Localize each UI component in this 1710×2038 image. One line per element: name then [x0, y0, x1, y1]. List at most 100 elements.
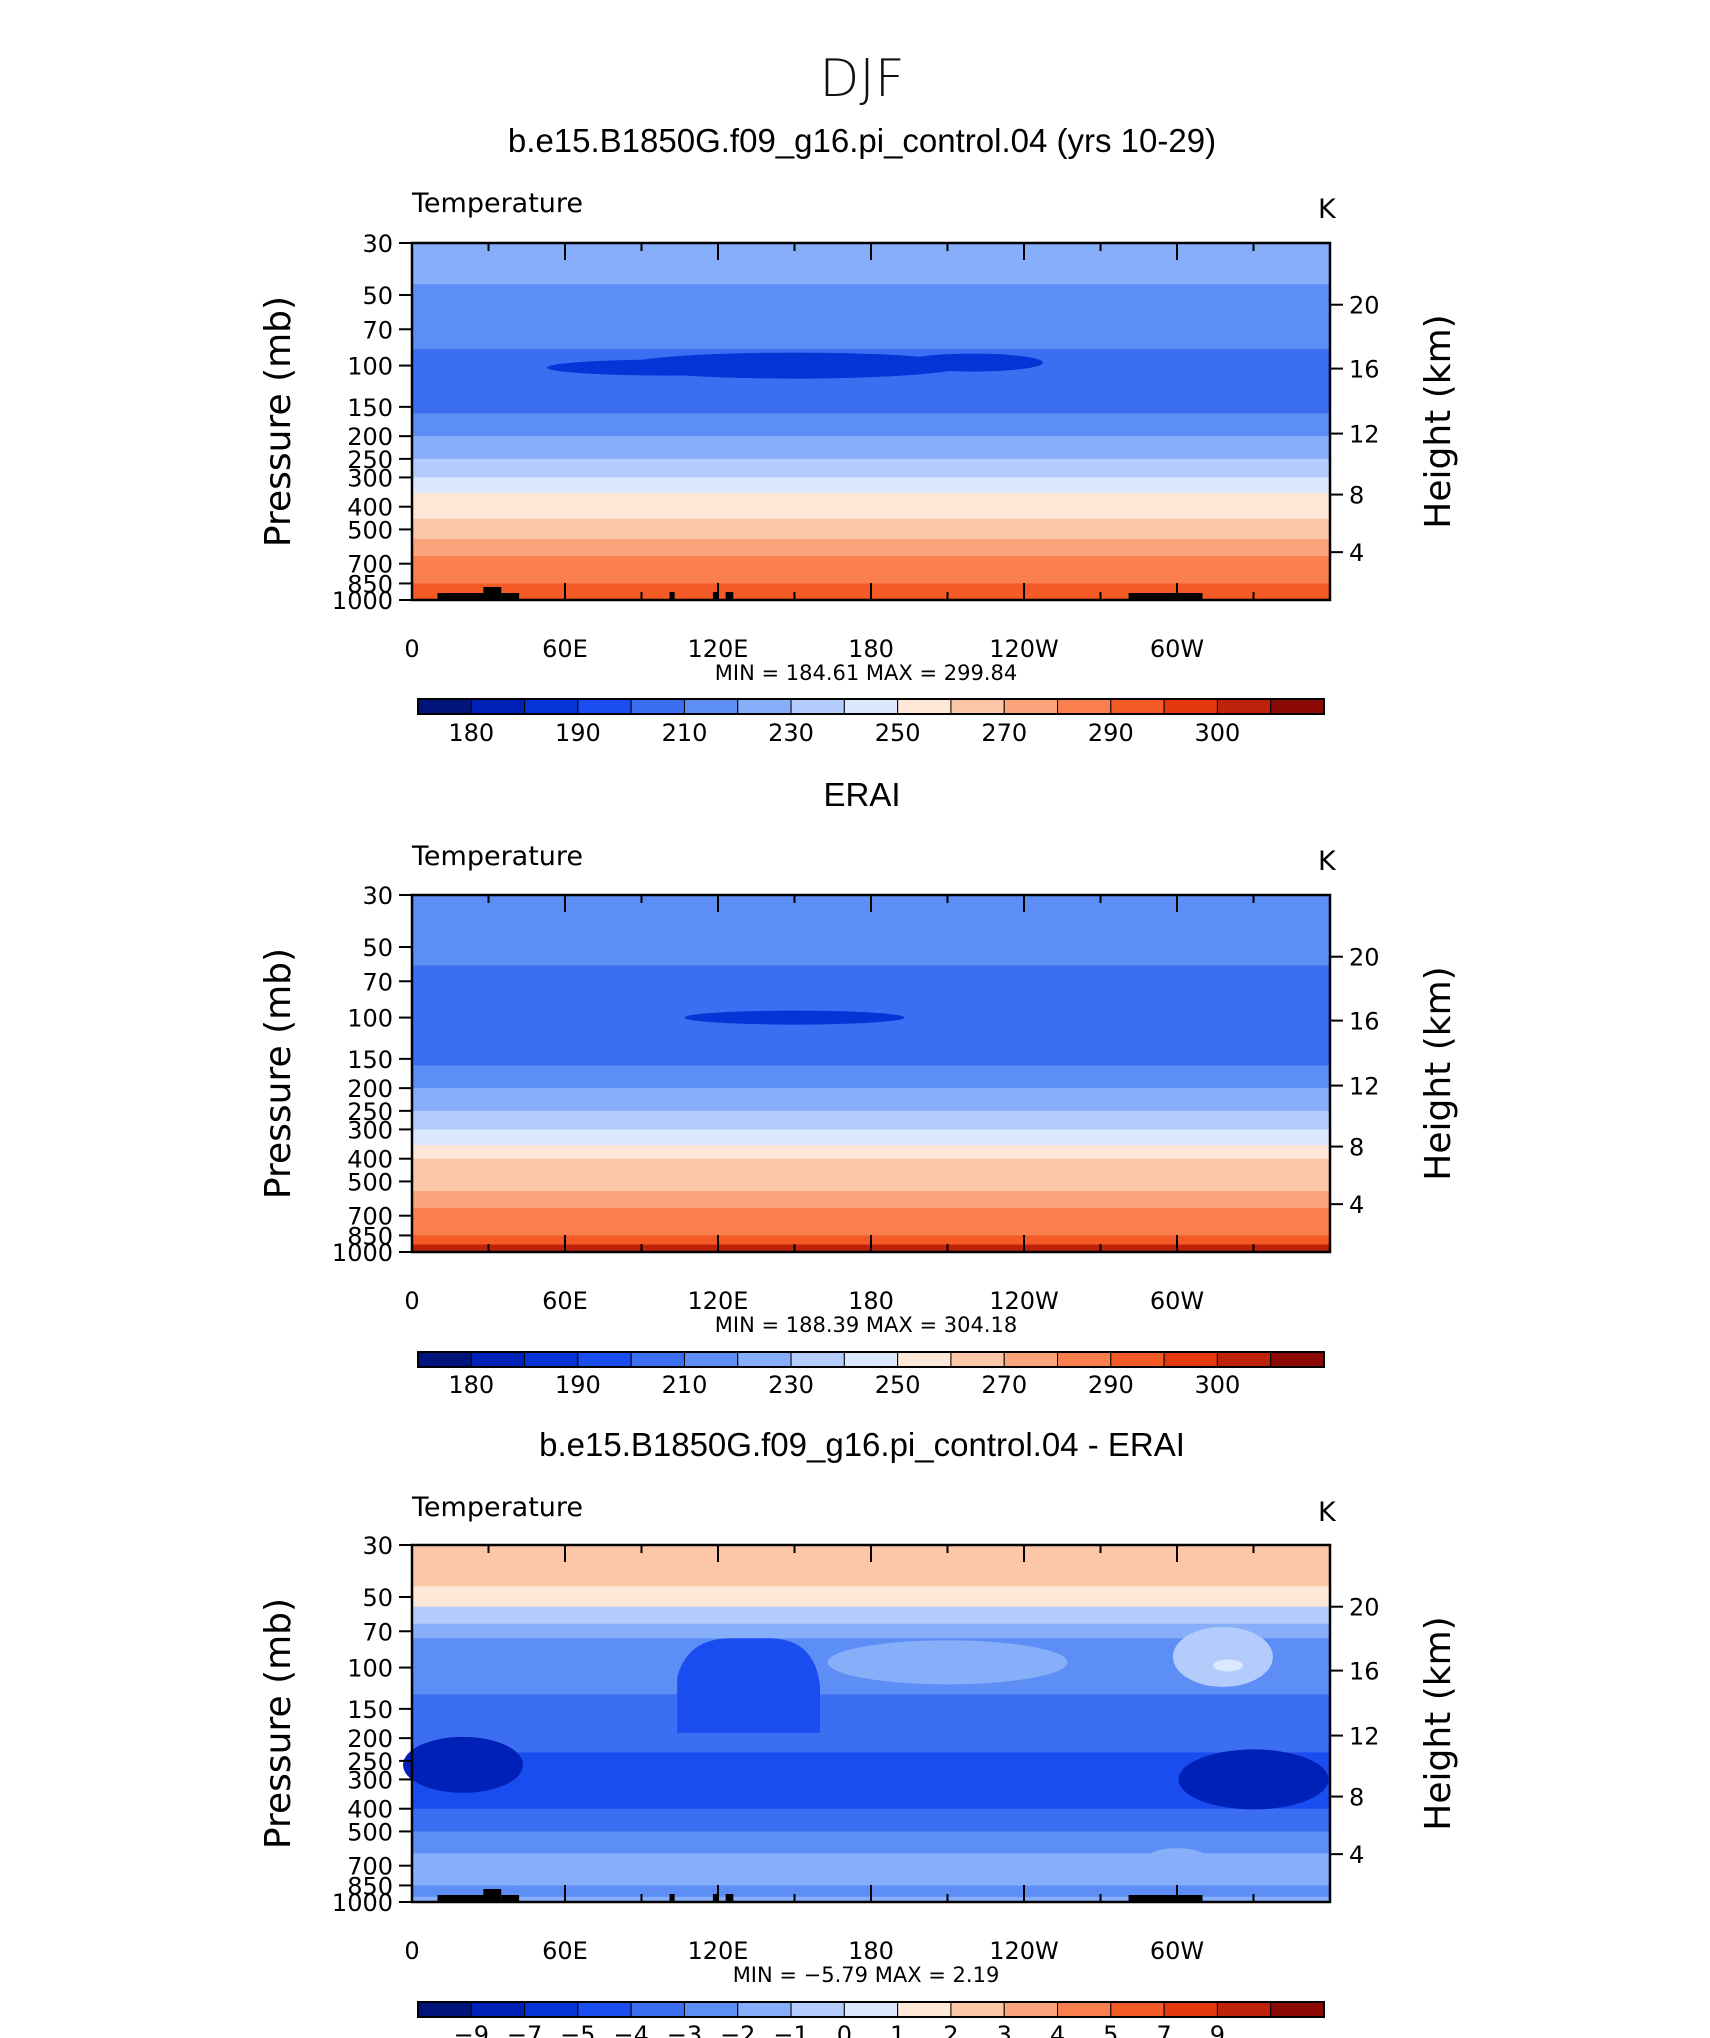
stat-sep: = [913, 1313, 944, 1337]
y-axis-title: Pressure (mb) [258, 296, 299, 547]
y-tick-label: 850 [347, 1872, 393, 1900]
y-axis-title: Pressure (mb) [258, 1598, 299, 1849]
colorbar-label: 290 [1088, 719, 1134, 747]
colorbar-box [630, 698, 685, 715]
x-tick-label: 120E [688, 635, 749, 663]
contour-feature [827, 1640, 1068, 1685]
colorbar-box [843, 698, 899, 715]
colorbar-box [683, 2001, 739, 2018]
contour-band [412, 313, 1330, 350]
y-tick-label: 150 [347, 1046, 393, 1074]
chart-panel-1: b.e15.B1850G.f09_g16.pi_control.04 (yrs … [258, 122, 1459, 747]
colorbar-label: 230 [768, 1371, 814, 1399]
colorbar-label: 290 [1088, 1371, 1134, 1399]
colorbar-box [1163, 1351, 1218, 1368]
y-tick-label: 500 [347, 1818, 393, 1846]
colorbar-label: 0 [837, 2021, 852, 2038]
contour-band [412, 436, 1330, 460]
contour-band [412, 518, 1330, 540]
x-tick-label: 60E [542, 1287, 588, 1315]
colorbar-box [1270, 1351, 1325, 1368]
y-right-tick-label: 4 [1349, 1191, 1364, 1219]
colorbar-label: 270 [981, 719, 1027, 747]
x-tick-label: 60W [1150, 1937, 1204, 1965]
chart-panels: b.e15.B1850G.f09_g16.pi_control.04 (yrs … [258, 122, 1459, 2038]
stat-sep: = [913, 661, 944, 685]
contour-feature [1213, 1659, 1243, 1672]
chart-panel-2: ERAI Temperature K 0 60E 120E 180 120W 60W 30 50 70… [258, 776, 1459, 1399]
y-tick-label: 1000 [332, 1239, 393, 1267]
colorbar-box [577, 2001, 632, 2018]
y-tick-label: 100 [347, 1005, 393, 1033]
y-tick-label: 150 [347, 394, 393, 422]
x-tick-label: 120E [688, 1287, 749, 1315]
y-tick-label: 200 [347, 423, 393, 451]
contour-band [412, 1017, 1330, 1066]
colorbar-box [470, 2001, 526, 2018]
colorbar-box [524, 1351, 579, 1368]
colorbar-box [1057, 2001, 1112, 2018]
colorbar-label: −1 [773, 2021, 808, 2038]
contour-band [412, 458, 1330, 478]
colorbar-box [470, 698, 526, 715]
colorbar-box [417, 698, 472, 715]
colorbar-label: 300 [1195, 1371, 1241, 1399]
colorbar-box [843, 2001, 899, 2018]
colorbar-frame [417, 1351, 1325, 1368]
topography-block [1128, 593, 1203, 600]
y-right-tick-label: 12 [1349, 1073, 1380, 1101]
colorbar-box [897, 1351, 952, 1368]
contour-feature [403, 1736, 523, 1793]
topography-block [483, 1889, 502, 1902]
colorbar-label: −5 [560, 2021, 595, 2038]
stat-min-label: MIN [715, 661, 755, 685]
contour-band [412, 965, 1330, 1019]
y-tick-label: 150 [347, 1696, 393, 1724]
colorbar-label: 250 [875, 719, 921, 747]
y-tick-label: 30 [362, 1532, 393, 1560]
contour-feature [456, 1856, 597, 1881]
y-right-tick-label: 4 [1349, 539, 1364, 567]
y-tick-label: 250 [347, 1748, 393, 1776]
contour-band [412, 556, 1330, 573]
contour-feature [1172, 1626, 1273, 1687]
variable-label: Temperature [411, 188, 583, 219]
y-right-tick-label: 20 [1349, 1594, 1380, 1622]
colorbar-box [1270, 698, 1325, 715]
colorbar-label: 5 [1103, 2021, 1118, 2038]
topography-block [725, 1894, 734, 1902]
topography-block [712, 592, 718, 600]
contour-band [412, 1808, 1330, 1832]
figure-title: DJF [819, 49, 904, 109]
colorbar-box [524, 2001, 579, 2018]
colorbar-label: 7 [1156, 2021, 1171, 2038]
colorbar-box [470, 1351, 526, 1368]
stat-sep: = [922, 1963, 953, 1987]
y-tick-label: 200 [347, 1075, 393, 1103]
contour-band [412, 1224, 1330, 1236]
topography-block [712, 1894, 718, 1902]
y-tick-label: 700 [347, 1203, 393, 1231]
colorbar-box [417, 2001, 472, 2018]
colorbar-box [790, 1351, 845, 1368]
stat-max-label: MAX [866, 661, 913, 685]
units-label: K [1318, 846, 1337, 877]
min-max-stats: MIN = −5.79 MAX = 2.19 [733, 1963, 1000, 1987]
contour-band [412, 572, 1330, 584]
colorbar-box [790, 2001, 845, 2018]
contour-band [412, 413, 1330, 437]
y-tick-label: 30 [362, 882, 393, 910]
stat-sep [868, 1963, 875, 1987]
contour-band [412, 477, 1330, 494]
y-tick-label: 1000 [332, 587, 393, 615]
contour-feature [1178, 1749, 1329, 1810]
contour-band [412, 384, 1330, 414]
colorbar-label: 4 [1050, 2021, 1065, 2038]
colorbar-box [1057, 698, 1112, 715]
x-tick-label: 180 [848, 1287, 894, 1315]
panel-title: b.e15.B1850G.f09_g16.pi_control.04 - ERA… [539, 1426, 1185, 1463]
contour-band [412, 1088, 1330, 1112]
x-tick-label: 120W [989, 635, 1059, 663]
colorbar-box [1110, 2001, 1165, 2018]
topography-block [437, 593, 494, 600]
